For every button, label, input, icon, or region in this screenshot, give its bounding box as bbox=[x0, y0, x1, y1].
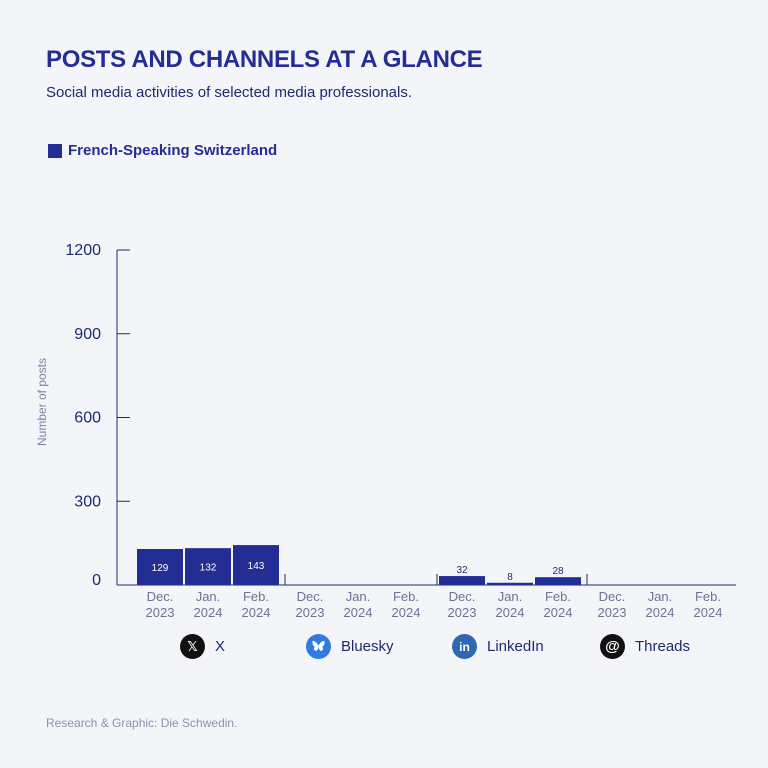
y-tick-label: 0 bbox=[92, 572, 101, 589]
x-tick-label: Dec. bbox=[449, 589, 476, 604]
x-tick-label: 2024 bbox=[242, 605, 271, 620]
x-tick-label: Feb. bbox=[545, 589, 571, 604]
data-label: 132 bbox=[200, 563, 217, 574]
data-label: 8 bbox=[507, 572, 513, 583]
x-tick-label: 2024 bbox=[194, 605, 223, 620]
y-tick-label: 900 bbox=[74, 326, 101, 343]
x-tick-label: Dec. bbox=[147, 589, 174, 604]
x-tick-label: Feb. bbox=[393, 589, 419, 604]
bar bbox=[137, 548, 183, 585]
legend: French-Speaking Switzerland bbox=[48, 142, 277, 159]
x-tick-label: 2024 bbox=[496, 605, 525, 620]
bar bbox=[487, 582, 533, 585]
y-tick-label: 1200 bbox=[65, 242, 101, 259]
source-credit: Research & Graphic: Die Schwedin. bbox=[46, 716, 238, 730]
x-icon: 𝕏 bbox=[180, 634, 205, 659]
linkedin-icon: in bbox=[452, 634, 477, 659]
bar bbox=[439, 576, 485, 585]
platform-label-linkedin: in LinkedIn bbox=[452, 634, 544, 659]
platform-name: Threads bbox=[635, 638, 691, 655]
platform-name: Bluesky bbox=[341, 638, 394, 655]
x-tick-label: 2023 bbox=[448, 605, 477, 620]
chart-title: POSTS AND CHANNELS AT A GLANCE bbox=[46, 46, 483, 73]
y-axis-label: Number of posts bbox=[35, 358, 49, 446]
x-tick-label: Jan. bbox=[498, 589, 523, 604]
platform-label-x: 𝕏 X bbox=[180, 634, 225, 659]
platform-label-threads: @ Threads bbox=[600, 634, 690, 659]
bar bbox=[233, 545, 279, 585]
y-tick-label: 300 bbox=[74, 493, 101, 510]
x-tick-label: 2024 bbox=[392, 605, 421, 620]
legend-label: French-Speaking Switzerland bbox=[68, 142, 278, 159]
data-label: 143 bbox=[248, 561, 265, 572]
x-tick-label: 2024 bbox=[694, 605, 723, 620]
y-tick-label: 600 bbox=[74, 410, 101, 427]
platform-name: X bbox=[215, 638, 226, 655]
bar bbox=[535, 577, 581, 585]
threads-icon: @ bbox=[600, 634, 625, 659]
x-tick-label: Dec. bbox=[297, 589, 324, 604]
x-tick-label: Jan. bbox=[346, 589, 371, 604]
legend-swatch bbox=[48, 143, 62, 158]
platform-label-bluesky: Bluesky bbox=[306, 634, 394, 659]
x-tick-label: 2024 bbox=[544, 605, 573, 620]
x-tick-label: 2024 bbox=[344, 605, 373, 620]
x-tick-label: 2024 bbox=[646, 605, 675, 620]
x-tick-label: 2023 bbox=[598, 605, 627, 620]
bar bbox=[185, 548, 231, 585]
data-label: 28 bbox=[552, 566, 564, 577]
chart-subtitle: Social media activities of selected medi… bbox=[46, 84, 413, 101]
x-tick-label: Jan. bbox=[196, 589, 221, 604]
x-tick-label: Feb. bbox=[243, 589, 269, 604]
platform-name: LinkedIn bbox=[487, 638, 544, 655]
x-tick-label: 2023 bbox=[296, 605, 325, 620]
x-tick-label: Jan. bbox=[648, 589, 673, 604]
data-label: 129 bbox=[152, 563, 169, 574]
bluesky-icon bbox=[306, 634, 331, 659]
x-tick-label: 2023 bbox=[146, 605, 175, 620]
x-tick-label: Feb. bbox=[695, 589, 721, 604]
data-label: 32 bbox=[456, 565, 468, 576]
x-tick-label: Dec. bbox=[599, 589, 626, 604]
